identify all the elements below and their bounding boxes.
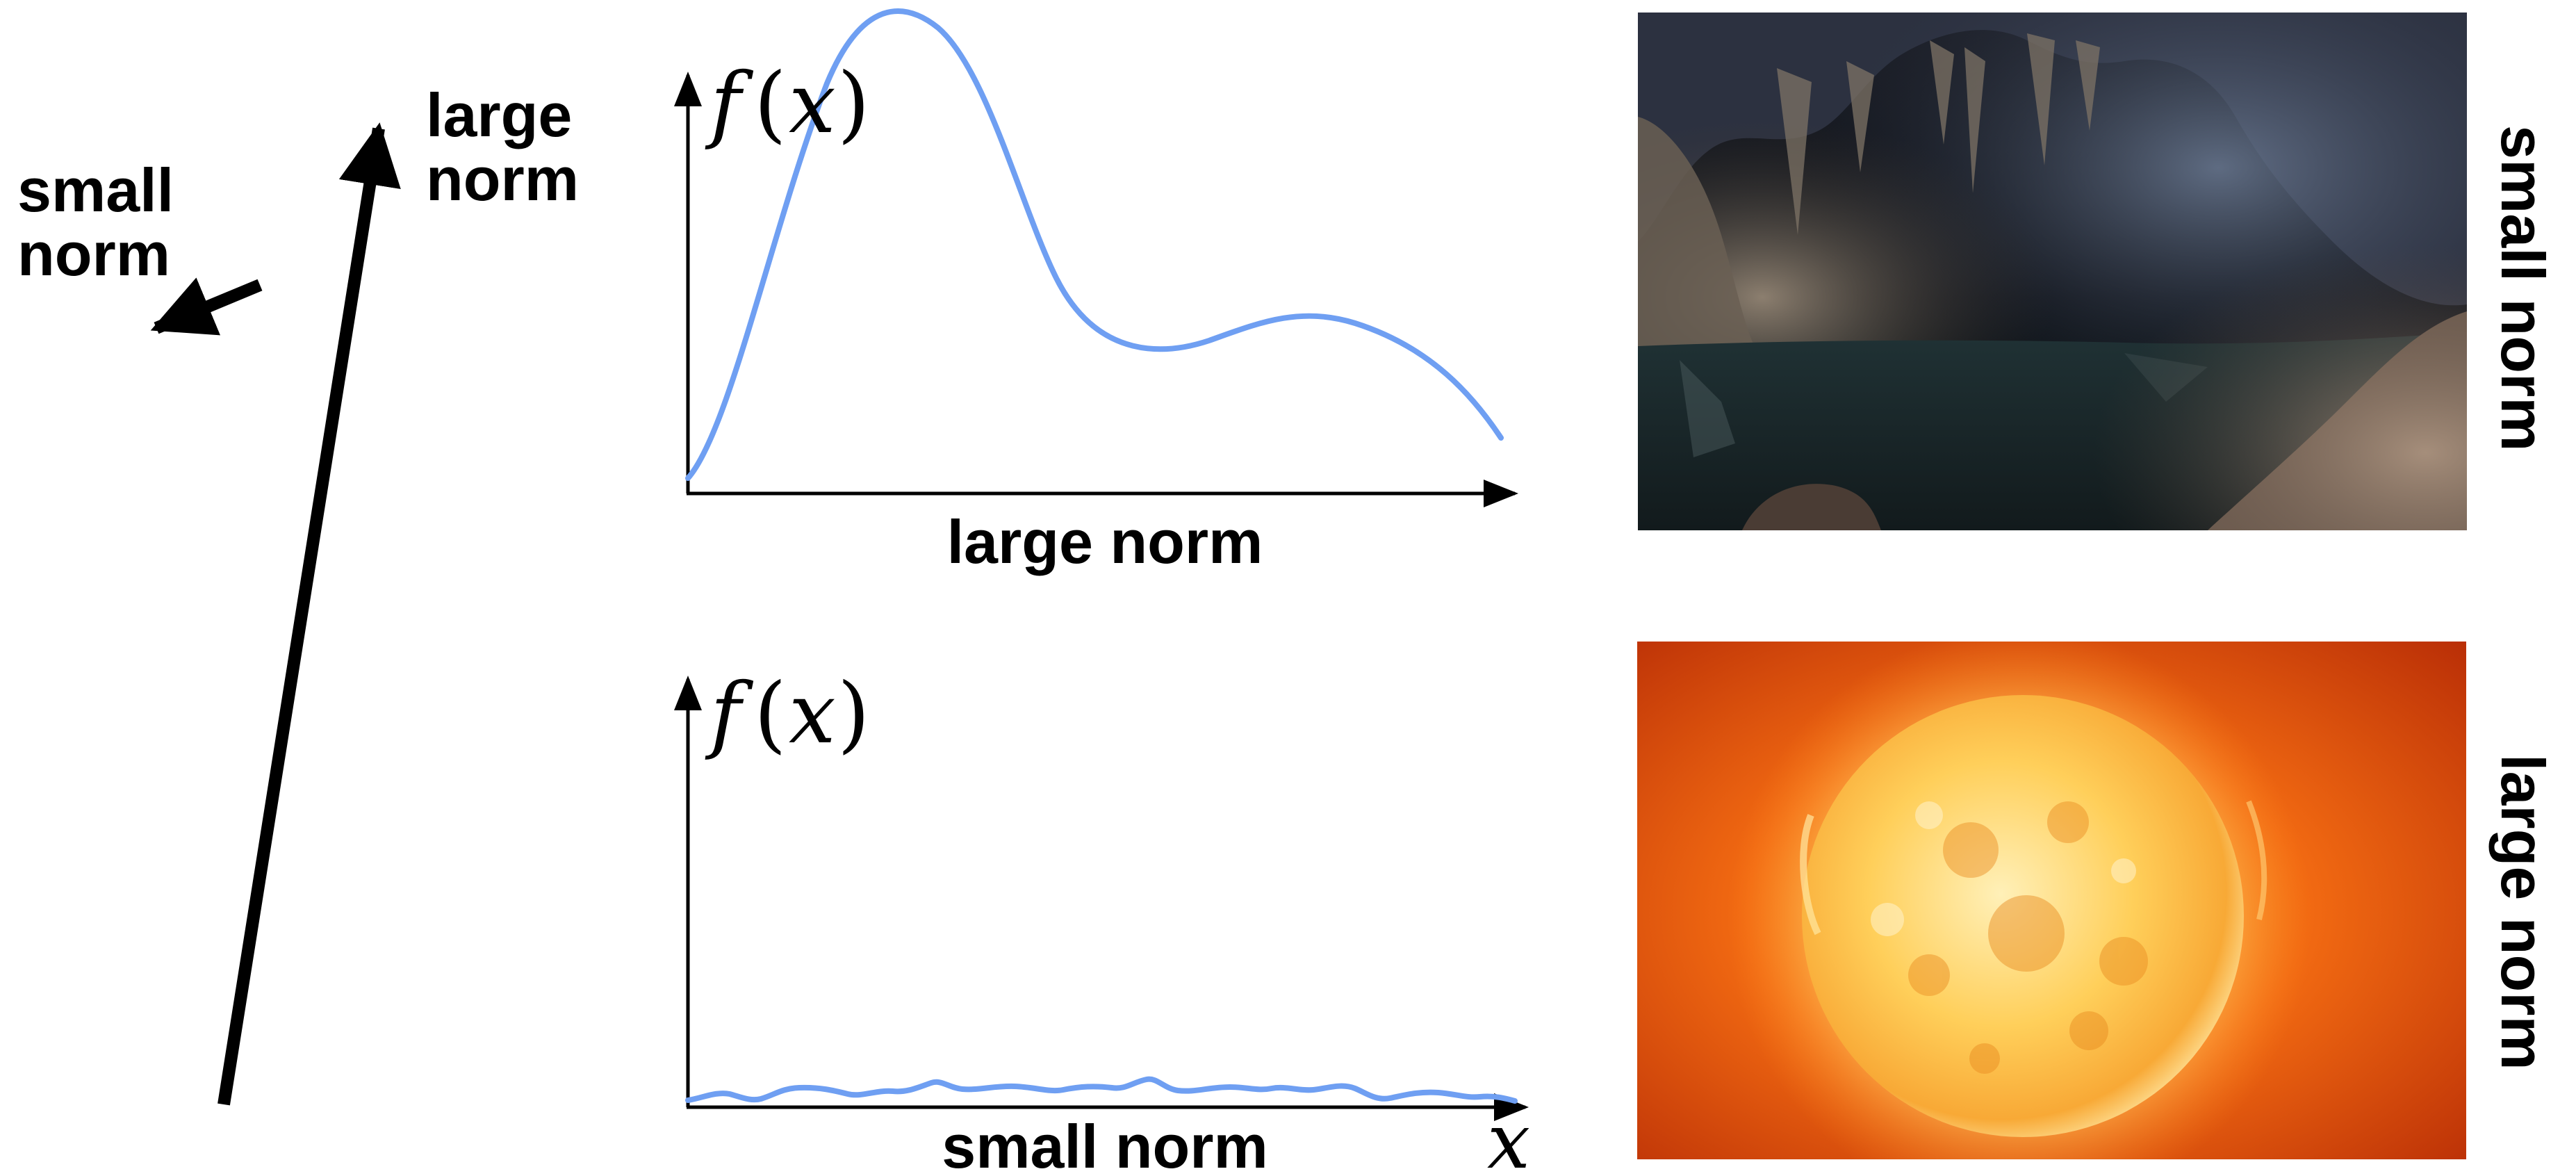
bottom-plot-ylabel-x: x	[789, 666, 836, 762]
bottom-plot-curve	[685, 1076, 1518, 1104]
top-plot-ylabel-x: x	[789, 56, 836, 152]
top-plot-ylabel-close-paren: )	[837, 56, 870, 152]
large-norm-vector-label-line1: large	[426, 81, 572, 149]
bottom-plot: f ( x ) small norm x	[674, 666, 1530, 1176]
top-plot-ylabel-f: f	[705, 56, 754, 152]
top-plot-ylabel-open-paren: (	[754, 56, 787, 152]
top-plot-caption: large norm	[947, 507, 1263, 576]
small-norm-arrow	[150, 277, 263, 336]
bottom-plot-ylabel-close-paren: )	[837, 666, 870, 762]
bottom-plot-ylabel-f: f	[705, 666, 754, 762]
bottom-plot-xlabel: x	[1487, 1097, 1530, 1176]
sun-image	[1637, 642, 2466, 1159]
sun-image-side-label: large norm	[2488, 754, 2557, 1070]
cave-image	[1638, 13, 2467, 530]
large-norm-vector: large norm	[218, 81, 579, 1106]
large-norm-vector-label-line2: norm	[426, 145, 579, 213]
small-norm-vector-label-line2: norm	[17, 220, 170, 288]
large-norm-arrow	[218, 122, 401, 1106]
small-norm-vector-label-line1: small	[17, 156, 174, 224]
small-norm-vector: small norm	[17, 156, 263, 336]
bottom-plot-ylabel-open-paren: (	[754, 666, 787, 762]
cave-image-side-label: small norm	[2488, 125, 2557, 451]
bottom-plot-ylabel: f ( x )	[705, 666, 870, 762]
top-plot-ylabel: f ( x )	[705, 56, 870, 152]
bottom-plot-caption: small norm	[942, 1112, 1268, 1176]
top-plot-curve	[685, 8, 1504, 481]
top-plot: f ( x ) large norm	[674, 8, 1518, 576]
